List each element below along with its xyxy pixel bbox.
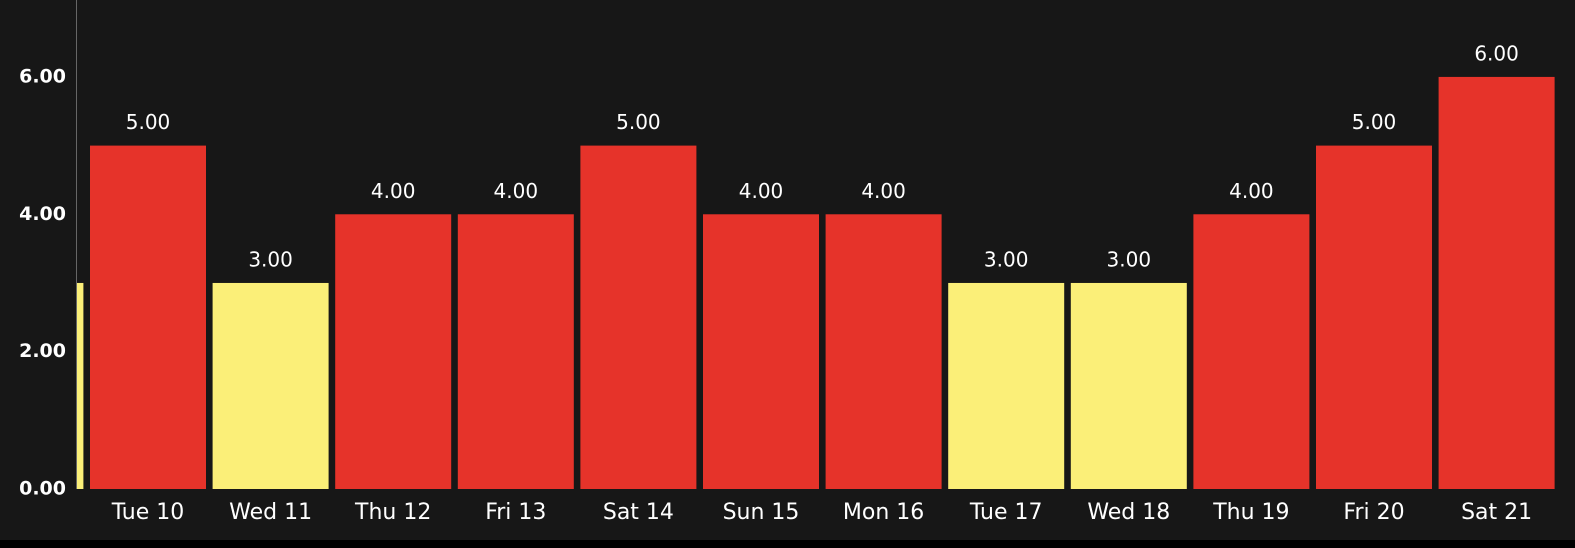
x-tick-label: Sat 14 — [603, 500, 674, 525]
bar — [76, 282, 84, 489]
x-tick-label: Wed 18 — [1087, 500, 1170, 525]
value-label: 4.00 — [371, 179, 416, 203]
bar — [703, 214, 819, 490]
x-tick-label: Tue 10 — [111, 500, 185, 525]
x-tick-label: Fri 13 — [485, 500, 546, 525]
value-label: 3.00 — [248, 247, 293, 271]
value-label: 3.00 — [984, 247, 1029, 271]
bar — [1193, 214, 1310, 490]
value-label: 4.00 — [1229, 179, 1274, 203]
value-label: 4.00 — [739, 179, 784, 203]
x-tick-label: Mon 16 — [843, 500, 924, 525]
bar — [90, 145, 206, 489]
x-tick-label: Tue 17 — [969, 500, 1043, 525]
y-tick-label: 6.00 — [19, 65, 66, 87]
value-label: 6.00 — [1474, 41, 1519, 65]
x-tick-label: Wed 11 — [229, 500, 312, 525]
value-label: 4.00 — [861, 179, 906, 203]
bar — [580, 145, 697, 489]
x-tick-label: Fri 20 — [1343, 500, 1404, 525]
bottom-strip — [0, 540, 1575, 548]
x-tick-label: Sun 15 — [723, 500, 800, 525]
value-label: 5.00 — [616, 110, 661, 134]
x-tick-label: Thu 19 — [1212, 500, 1289, 525]
value-label: 5.00 — [1352, 110, 1397, 134]
value-label: 5.00 — [126, 110, 171, 134]
bar — [948, 282, 1065, 489]
bar — [1438, 76, 1555, 489]
bar — [1316, 145, 1432, 489]
bar — [1070, 282, 1187, 489]
bar — [212, 282, 329, 489]
y-tick-label: 2.00 — [19, 340, 66, 362]
x-tick-label: Thu 12 — [354, 500, 431, 525]
bar — [457, 214, 574, 490]
y-tick-label: 4.00 — [19, 203, 66, 225]
value-label: 3.00 — [1107, 247, 1152, 271]
bar — [335, 214, 452, 490]
y-tick-label: 0.00 — [19, 478, 66, 500]
plot-area — [76, 76, 1555, 490]
value-label: 4.00 — [494, 179, 539, 203]
bar — [825, 214, 942, 490]
x-tick-label: Sat 21 — [1461, 500, 1532, 525]
